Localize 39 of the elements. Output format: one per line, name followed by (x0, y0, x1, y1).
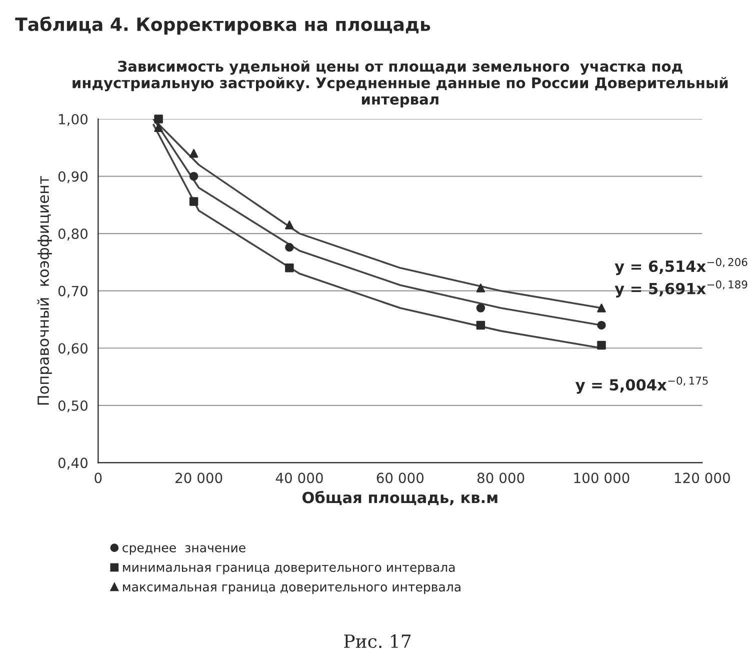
x-tick-label: 40 000 (276, 472, 323, 484)
point (476, 284, 486, 292)
point (154, 114, 163, 124)
chart-title: Зависимость удельной цены от площади земельного участка под индустриальную застройку. Усредненные данные по России Доверительный интервал (72, 60, 728, 108)
y-tick-label: 1,00 (59, 114, 88, 126)
x-tick-label: 80 000 (477, 472, 524, 484)
point (189, 197, 198, 206)
point (285, 220, 294, 230)
y-tick-label: 0,50 (58, 400, 88, 412)
point (476, 320, 486, 330)
point (285, 264, 294, 272)
annotation: y = 5,004x$^{−0,175}$ (575, 376, 708, 394)
point (597, 320, 606, 330)
y-tick-label: 0,80 (58, 228, 88, 240)
point (597, 340, 606, 350)
point (189, 148, 198, 158)
legend-label: среднее значение (122, 545, 246, 555)
y-axis-title: Поправочный коэффициент (37, 176, 52, 405)
y-tick-label: 0,60 (58, 343, 88, 356)
x-axis-title: Общая площадь, кв.м (302, 490, 498, 506)
x-tick-label: 0 (94, 472, 102, 484)
legend-label: минимальная граница доверительного интервала (123, 564, 455, 574)
point (154, 123, 163, 132)
point (476, 304, 486, 312)
legend-label: максимальная граница доверительного интервала (123, 584, 460, 594)
annotation: y = 6,514x$^{−0,206}$ (614, 258, 748, 276)
point (189, 172, 198, 181)
x-tick-label: 120 000 (674, 472, 730, 484)
y-tick-label: 0,70 (58, 286, 88, 298)
y-tick-label: 0,40 (58, 458, 88, 470)
y-tick-label: 0,90 (58, 171, 88, 184)
text: Рис. 17 (344, 634, 411, 648)
point (597, 304, 606, 312)
x-tick-label: 20 000 (176, 472, 222, 484)
point (285, 242, 294, 252)
annotation: y = 5,691x$^{−0,189}$ (614, 280, 748, 298)
text: Таблица 4. Корректировка на площадь (15, 16, 430, 35)
x-tick-label: 60 000 (376, 472, 424, 484)
x-tick-label: 100 000 (574, 472, 630, 484)
